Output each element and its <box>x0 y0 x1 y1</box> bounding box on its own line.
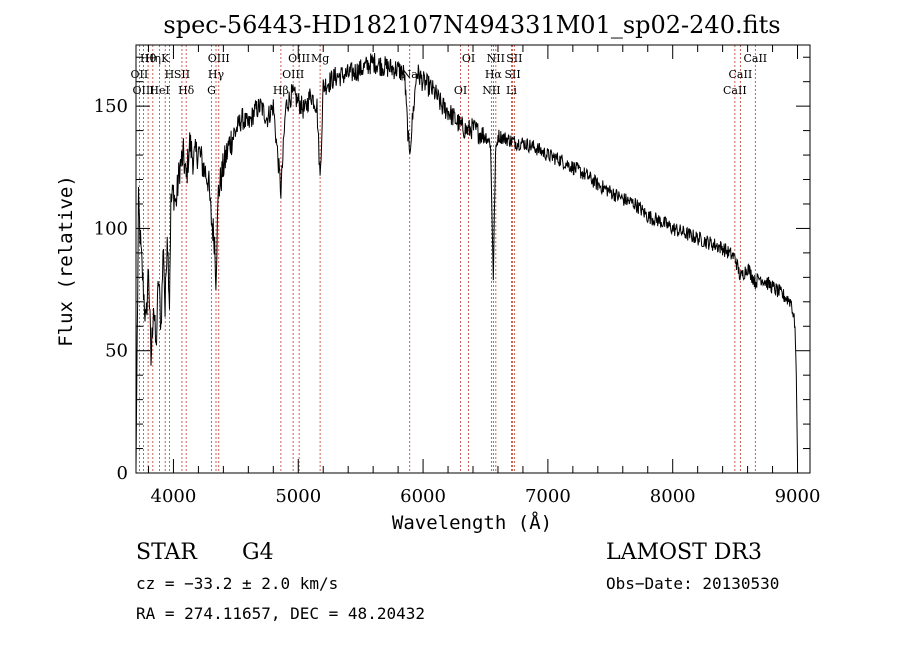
line-marker-label: SII <box>506 52 522 65</box>
line-marker-label: Li <box>506 84 517 97</box>
line-marker-label: Mg <box>311 52 329 65</box>
object-subclass: G4 <box>242 540 274 565</box>
line-marker-label: SII <box>504 68 520 81</box>
y-tick-label: 150 <box>94 96 128 117</box>
y-axis-label: Flux (relative) <box>55 175 77 347</box>
x-axis-label: Wavelength (Å) <box>392 511 552 534</box>
obs-date: Obs−Date: 20130530 <box>606 574 779 593</box>
line-marker-label: Hβ <box>273 84 289 97</box>
line-marker-label: OI <box>462 52 475 65</box>
line-marker-label: OIII <box>208 52 230 65</box>
spectrum-line <box>135 52 798 469</box>
line-marker-label: OII <box>131 68 149 81</box>
line-marker-label: Hθ <box>140 52 157 65</box>
line-marker-label: CaII <box>723 84 747 97</box>
axis-ticks <box>136 45 810 474</box>
line-marker-label: Hα <box>485 68 503 81</box>
line-marker-label: K <box>161 52 170 65</box>
line-marker-label: Na <box>402 68 419 81</box>
line-marker-labels: Hθ OII OIII KH HeI Hη SII Hδ OIII Hγ G OIII OIII Hβ Mg… <box>131 52 768 97</box>
line-marker-label: Hδ <box>178 84 195 97</box>
x-tick-label: 8000 <box>650 486 696 507</box>
line-marker-label: Hη <box>145 52 161 65</box>
survey-name: LAMOST DR3 <box>606 540 762 565</box>
x-tick-label: 5000 <box>275 486 321 507</box>
y-tick-label: 100 <box>94 218 128 239</box>
object-class: STAR <box>136 540 198 565</box>
redshift-info: cz = −33.2 ± 2.0 km/s <box>136 574 338 593</box>
line-marker-label: OIII <box>282 68 304 81</box>
x-tick-labels: 4000 5000 6000 7000 8000 9000 <box>151 486 821 507</box>
line-marker-label: CaII <box>743 52 767 65</box>
line-marker-label: HeI <box>149 84 169 97</box>
line-marker-label: OI <box>454 84 467 97</box>
line-marker-label: G <box>207 84 216 97</box>
line-marker-label: NII <box>482 84 500 97</box>
plot-frame <box>135 44 811 474</box>
x-tick-label: 7000 <box>525 486 571 507</box>
line-marker-label: Hγ <box>208 68 225 81</box>
coordinates: RA = 274.11657, DEC = 48.20432 <box>136 604 425 623</box>
line-marker-label: OIII <box>288 52 310 65</box>
line-marker-label: SII <box>174 68 190 81</box>
x-tick-label: 6000 <box>400 486 446 507</box>
y-tick-label: 50 <box>105 341 128 362</box>
y-tick-label: 0 <box>117 463 128 484</box>
line-marker-label: NII <box>487 52 505 65</box>
line-marker-label: OIII <box>132 84 154 97</box>
line-marker-label: H <box>165 68 175 81</box>
chart-title: spec-56443-HD182107N494331M01_sp02-240.f… <box>163 11 780 39</box>
x-tick-label: 4000 <box>151 486 197 507</box>
y-tick-labels: 0 50 100 150 <box>94 96 128 484</box>
line-marker-label: CaII <box>729 68 753 81</box>
x-tick-label: 9000 <box>775 486 821 507</box>
